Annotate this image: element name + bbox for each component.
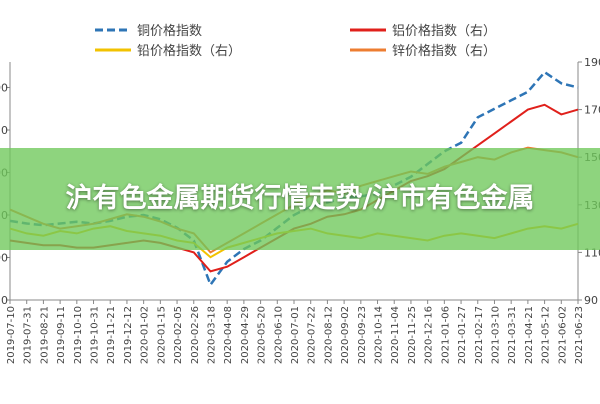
x-tick-label: 2020-01-15 xyxy=(156,306,167,364)
legend-label: 铝价格指数（右） xyxy=(392,23,496,39)
x-tick-label: 2020-09-23 xyxy=(357,306,368,364)
x-tick-label: 2019-07-31 xyxy=(23,306,34,364)
x-tick-label: 2020-04-08 xyxy=(223,306,234,364)
banner: 沪有色金属期货行情走势/沪市有色金属 xyxy=(0,148,600,250)
y2-tick-label: 170 xyxy=(584,104,600,117)
x-tick-label: 2021-02-17 xyxy=(474,306,485,364)
x-tick-label: 2019-08-21 xyxy=(39,306,50,364)
x-tick-label: 2021-04-21 xyxy=(524,306,535,364)
x-tick-label: 2020-03-18 xyxy=(206,306,217,364)
x-tick-label: 2020-11-25 xyxy=(407,306,418,364)
x-tick-label: 2020-11-04 xyxy=(390,306,401,364)
x-tick-label: 2020-06-10 xyxy=(273,306,284,364)
x-tick-label: 2020-02-05 xyxy=(173,306,184,364)
x-tick-label: 2019-11-21 xyxy=(106,306,117,364)
x-tick-label: 2021-05-12 xyxy=(541,306,552,364)
x-tick-label: 2020-08-12 xyxy=(323,306,334,364)
x-tick-label: 2019-07-10 xyxy=(6,306,17,364)
x-tick-label: 2021-03-31 xyxy=(507,306,518,364)
legend-label: 铅价格指数（右） xyxy=(137,43,241,59)
legend-label: 铜价格指数 xyxy=(137,23,202,39)
x-tick-label: 2021-01-27 xyxy=(457,306,468,364)
y-tick-label: 250 xyxy=(0,124,8,137)
y-tick-label: 50 xyxy=(0,294,8,307)
x-tick-label: 2019-10-10 xyxy=(73,306,84,364)
banner-title: 沪有色金属期货行情走势/沪市有色金属 xyxy=(65,183,535,214)
x-tick-label: 2020-05-20 xyxy=(257,306,268,364)
y2-tick-label: 90 xyxy=(584,294,598,307)
x-tick-label: 2020-04-29 xyxy=(240,306,251,364)
y-tick-label: 300 xyxy=(0,82,8,95)
x-tick-label: 2020-01-02 xyxy=(140,306,151,364)
legend-label: 锌价格指数（右） xyxy=(392,43,496,59)
x-tick-label: 2021-01-06 xyxy=(440,306,451,364)
x-tick-label: 2021-03-10 xyxy=(490,306,501,364)
x-tick-label: 2019-09-11 xyxy=(56,306,67,364)
x-tick-label: 2019-12-12 xyxy=(123,306,134,364)
x-tick-label: 2020-07-22 xyxy=(307,306,318,364)
x-tick-label: 2019-10-31 xyxy=(90,306,101,364)
x-tick-label: 2020-09-02 xyxy=(340,306,351,364)
x-tick-label: 2020-12-16 xyxy=(424,306,435,364)
x-tick-label: 2020-10-14 xyxy=(374,306,385,364)
y-tick-label: 100 xyxy=(0,252,8,265)
x-tick-label: 2020-02-26 xyxy=(190,306,201,364)
y2-tick-label: 190 xyxy=(584,56,600,69)
x-tick-label: 2020-07-01 xyxy=(290,306,301,364)
x-tick-label: 2021-06-02 xyxy=(557,306,568,364)
x-tick-label: 2021-06-23 xyxy=(574,306,585,364)
